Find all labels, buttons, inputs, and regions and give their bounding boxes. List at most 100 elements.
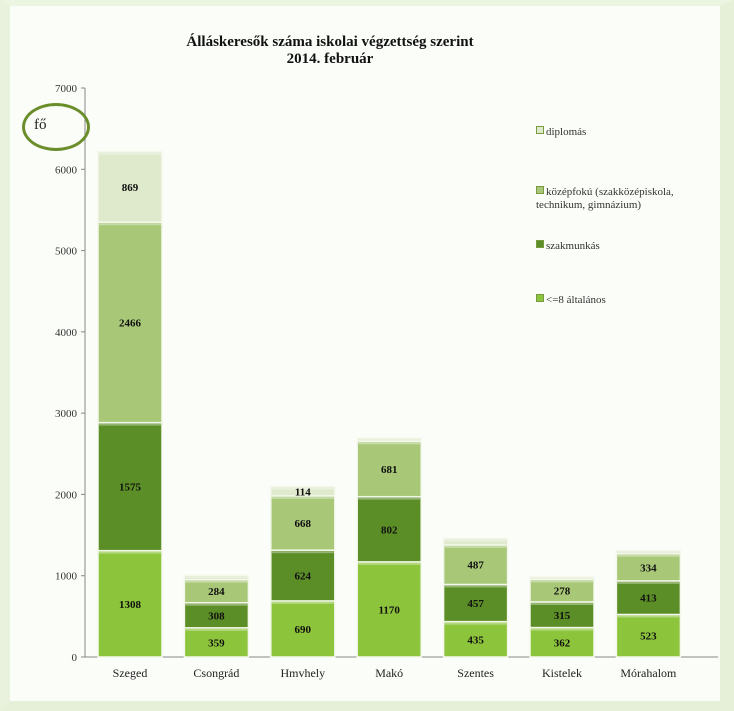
bar-segment: [442, 583, 509, 623]
y-tick-label: 0: [72, 652, 78, 664]
chart-title-line2: 2014. február: [286, 51, 374, 67]
bar-segment-highlight: [617, 551, 680, 553]
bar-segment-highlight: [99, 551, 161, 554]
bar-segment-highlight: [271, 601, 334, 604]
bar-segment: [270, 495, 336, 551]
bar-value-label: 1170: [378, 604, 400, 616]
bar-segment-highlight: [444, 622, 507, 625]
bar-value-label: 681: [381, 464, 398, 476]
chart-title-line1: Álláskeresők száma iskolai végzettség sz…: [186, 34, 474, 50]
y-tick-label: 6000: [55, 164, 78, 176]
bar-segment-highlight: [617, 581, 680, 584]
legend-item: <=8 általános: [536, 294, 722, 307]
bar-segment-highlight: [444, 585, 507, 588]
bar-segment-highlight: [531, 580, 593, 583]
bar-value-label: 487: [467, 560, 484, 572]
bar-segment: [183, 602, 250, 629]
x-category-label: Makó: [375, 666, 403, 680]
bar-value-label: 359: [208, 637, 225, 649]
x-category-label: Szeged: [113, 666, 148, 680]
bar-segment: [270, 549, 336, 602]
bar-segment-highlight: [271, 551, 334, 554]
bar-value-label: 308: [208, 610, 225, 622]
unit-label: fő: [34, 117, 47, 133]
bar-segment-highlight: [99, 223, 161, 226]
bar-segment: [97, 549, 163, 658]
bar-value-label: 523: [640, 631, 657, 643]
bar-segment-highlight: [271, 487, 334, 490]
bar-value-label: 1308: [119, 599, 142, 611]
bar-value-label: 690: [295, 624, 312, 636]
legend-label: <=8 általános: [546, 294, 606, 306]
bar-segment-highlight: [358, 439, 421, 441]
legend-swatch: [536, 240, 544, 248]
legend-label: szakmunkás: [546, 240, 600, 252]
bar-segment: [442, 537, 509, 546]
x-category-label: Mórahalom: [620, 666, 677, 680]
bar-value-label: 334: [640, 562, 657, 574]
bar-segment: [356, 437, 422, 443]
bar-segment-highlight: [185, 576, 248, 579]
bar-segment: [356, 561, 422, 658]
bar-segment: [97, 421, 163, 552]
legend-swatch: [536, 126, 544, 134]
bar-segment-highlight: [617, 554, 680, 557]
bar-value-label: 284: [208, 586, 225, 598]
bar-segment: [442, 620, 509, 658]
bar-segment: [97, 150, 163, 223]
bar-segment: [183, 574, 250, 581]
x-category-label: Szentes: [457, 666, 494, 680]
x-category-label: Hmvhely: [280, 666, 325, 680]
bar-segment-highlight: [99, 423, 161, 426]
bar-value-label: 802: [381, 524, 398, 536]
bar-segment: [442, 544, 509, 586]
bar-segment: [270, 485, 336, 497]
bar-segment: [183, 627, 250, 658]
bar-segment-highlight: [444, 539, 507, 542]
legend-swatch: [536, 186, 544, 194]
bar-segment: [97, 221, 163, 424]
bar-value-label: 1575: [119, 482, 142, 494]
y-tick-label: 2000: [55, 489, 78, 501]
bar-value-label: 2466: [119, 317, 142, 329]
legend-swatch: [536, 294, 544, 302]
y-tick-label: 4000: [55, 327, 78, 339]
bar-value-label: 362: [554, 637, 571, 649]
bar-value-label: 413: [640, 593, 657, 605]
bar-segment-highlight: [358, 497, 421, 500]
bar-segment-highlight: [358, 562, 421, 565]
bar-segment-highlight: [185, 628, 248, 631]
y-tick-label: 3000: [55, 408, 78, 420]
bar-segment-highlight: [444, 545, 507, 548]
bar-segment-highlight: [185, 580, 248, 583]
bar-value-label: 278: [554, 586, 571, 598]
bar-segment: [615, 553, 682, 582]
bar-segment-highlight: [185, 603, 248, 606]
y-tick-label: 7000: [55, 83, 78, 95]
bar-segment-highlight: [617, 615, 680, 618]
bar-segment-highlight: [531, 602, 593, 605]
x-category-label: Csongrád: [193, 666, 239, 680]
bar-value-label: 668: [295, 518, 312, 530]
bar-segment-highlight: [531, 628, 593, 631]
bar-segment-highlight: [358, 442, 421, 445]
unit-circle-highlight: [22, 103, 90, 151]
legend-label: középfokú (szakközépiskola, technikum, g…: [536, 186, 674, 211]
legend-label: diplomás: [546, 126, 587, 138]
bar-segment: [529, 576, 595, 581]
legend-item: középfokú (szakközépiskola, technikum, g…: [536, 186, 722, 212]
y-tick-label: 1000: [55, 571, 78, 583]
bar-value-label: 624: [295, 571, 312, 583]
bar-segment: [529, 601, 595, 629]
x-category-label: Kistelek: [542, 666, 582, 680]
bar-segment-highlight: [99, 152, 161, 155]
legend-item: diplomás: [536, 126, 722, 139]
bar-value-label: 869: [122, 182, 139, 194]
bar-segment: [615, 549, 682, 555]
bar-value-label: 435: [467, 634, 484, 646]
bar-segment-highlight: [271, 496, 334, 499]
bar-value-label: 457: [467, 598, 484, 610]
y-tick-label: 5000: [55, 246, 78, 258]
